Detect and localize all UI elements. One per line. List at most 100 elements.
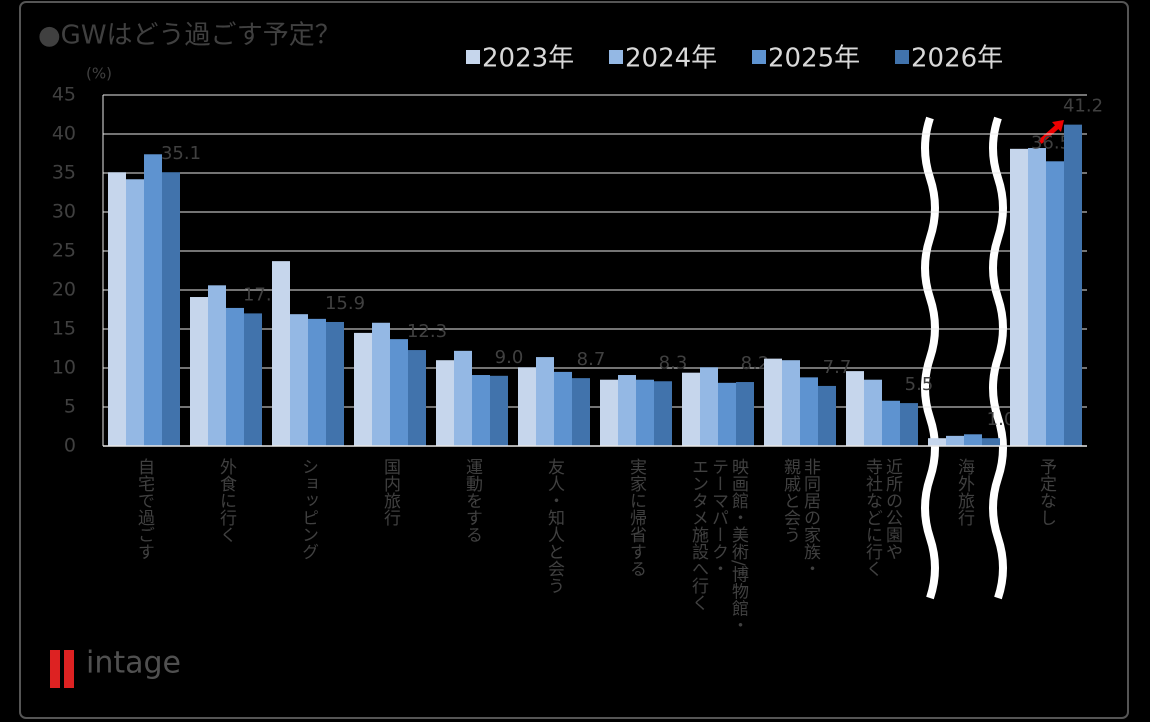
bar: [654, 381, 672, 446]
bar: [572, 378, 590, 446]
logo-text: intage: [86, 646, 181, 681]
x-tick-label: 予定なし: [1036, 458, 1056, 526]
y-tick-label: 20: [52, 279, 76, 301]
logo-icon: [64, 650, 74, 688]
bar: [226, 307, 244, 446]
data-label: 7.7: [823, 357, 852, 378]
bar: [162, 172, 180, 446]
legend-label: 2024年: [625, 44, 717, 74]
bar: [964, 434, 982, 446]
bar: [736, 382, 754, 446]
bar: [900, 403, 918, 446]
y-tick-label: 30: [52, 201, 76, 223]
x-tick-label: 国内旅行: [380, 458, 400, 526]
bar: [208, 285, 226, 446]
data-label: 5.5: [905, 374, 934, 395]
bar: [618, 375, 636, 446]
bar: [946, 435, 964, 446]
bar: [372, 322, 390, 446]
axis-break: [921, 116, 939, 600]
change-arrow-head: [1052, 120, 1064, 132]
data-label: 35.1: [161, 143, 201, 164]
bar: [290, 314, 308, 446]
axis-break: [989, 116, 1007, 600]
x-tick-label: 映画館・美術/博物館・ テーマパーク・ エンタメ施設へ行く: [688, 458, 748, 634]
data-label: 9.0: [495, 347, 524, 368]
bar: [846, 371, 864, 446]
bar: [408, 350, 426, 446]
bar: [244, 313, 262, 446]
data-label: 41.2: [1063, 96, 1103, 117]
bar: [764, 358, 782, 446]
x-tick-label: 友人・知人と会う: [544, 458, 564, 594]
bar: [700, 367, 718, 446]
legend-label: 2026年: [911, 44, 1003, 74]
bar: [490, 375, 508, 446]
bar: [928, 438, 946, 446]
bar: [1028, 148, 1046, 447]
bar: [390, 339, 408, 446]
legend-swatch: [752, 50, 766, 64]
bar: [1046, 161, 1064, 447]
bar: [126, 179, 144, 447]
data-label: 1.0: [987, 409, 1016, 430]
y-tick-label: 40: [52, 123, 76, 145]
bar: [682, 372, 700, 446]
bar: [882, 400, 900, 446]
data-label: 36.5: [1031, 132, 1071, 153]
legend-swatch: [609, 50, 623, 64]
data-label: 8.7: [577, 349, 606, 370]
bar: [864, 379, 882, 446]
x-tick-label: 近所の公園や 寺社などに行く: [862, 458, 902, 577]
legend-swatch: [466, 50, 480, 64]
x-tick-label: 運動をする: [462, 458, 482, 543]
legend-label: 2023年: [482, 44, 574, 74]
y-tick-label: 15: [52, 318, 76, 340]
bar: [108, 172, 126, 446]
y-tick-label: 25: [52, 240, 76, 262]
data-label: 8.2: [741, 353, 770, 374]
data-label: 12.3: [407, 321, 447, 342]
x-tick-label: 実家に帰省する: [626, 458, 646, 577]
bar: [144, 154, 162, 446]
bar: [782, 360, 800, 446]
y-tick-label: 5: [64, 396, 76, 418]
bar: [554, 371, 572, 446]
bar: [518, 367, 536, 446]
data-label: 15.9: [325, 293, 365, 314]
y-tick-label: 45: [52, 84, 76, 106]
bar: [636, 379, 654, 446]
bar: [1010, 148, 1028, 446]
logo-icon: [50, 650, 60, 688]
bar: [800, 377, 818, 446]
bar: [354, 332, 372, 446]
bar: [436, 360, 454, 446]
bar: [454, 350, 472, 446]
bar: [818, 385, 836, 446]
chart-title: ●GWはどう過ごす予定？: [38, 21, 341, 51]
y-tick-label: 35: [52, 162, 76, 184]
bar: [190, 297, 208, 446]
y-unit: (%): [86, 65, 112, 83]
x-tick-label: 自宅で過ごす: [134, 458, 154, 560]
bar: [536, 357, 554, 446]
bar: [982, 438, 1000, 446]
y-tick-label: 0: [64, 435, 76, 457]
bar: [600, 379, 618, 446]
x-tick-label: 非同居の家族・ 親戚と会う: [780, 458, 820, 577]
x-tick-label: 海外旅行: [954, 458, 974, 526]
y-tick-label: 10: [52, 357, 76, 379]
bar: [718, 382, 736, 446]
legend-swatch: [895, 50, 909, 64]
bar: [272, 261, 290, 446]
x-tick-label: ショッピング: [298, 458, 318, 560]
bar: [326, 321, 344, 446]
bar: [308, 318, 326, 446]
x-tick-label: 外食に行く: [216, 458, 236, 543]
bar: [1064, 124, 1082, 446]
logo: intage: [50, 646, 181, 688]
legend-label: 2025年: [768, 44, 860, 74]
frame: [19, 1, 1129, 719]
